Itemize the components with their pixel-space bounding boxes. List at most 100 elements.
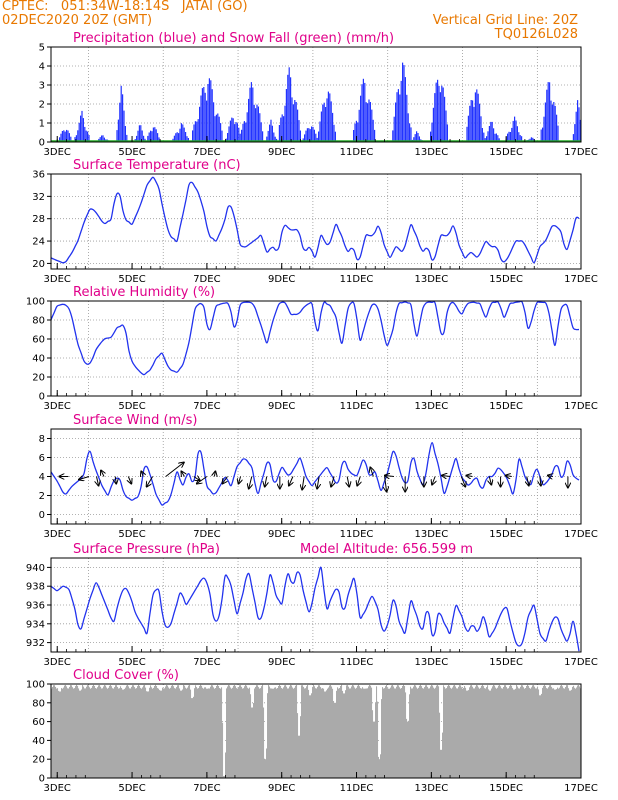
precip-bar xyxy=(231,117,233,142)
cloud-bar xyxy=(363,688,365,778)
cloud-bar xyxy=(194,688,196,778)
panel-title: Cloud Cover (%) xyxy=(73,668,179,683)
cloud-bar xyxy=(53,685,55,778)
cloud-bar xyxy=(461,687,463,778)
cloud-bar xyxy=(118,688,120,778)
y-tick-label: 0 xyxy=(39,392,45,403)
precip-bar xyxy=(332,112,334,142)
cloud-bar xyxy=(548,687,550,778)
cloud-bar xyxy=(142,687,144,778)
precip-bar xyxy=(515,120,517,142)
cloud-bar xyxy=(332,688,334,778)
precip-bar xyxy=(305,130,307,142)
cloud-bar xyxy=(374,721,376,778)
precip-bar xyxy=(395,102,397,142)
y-tick-label: 2 xyxy=(39,491,45,502)
cloud-bar xyxy=(469,687,471,778)
cloud-bar xyxy=(162,687,164,778)
x-tick-label: 15DEC xyxy=(489,274,523,285)
cloud-bar xyxy=(249,687,251,778)
cloud-bar xyxy=(239,685,241,778)
y-tick-label: 2 xyxy=(39,100,45,111)
cloud-bar xyxy=(428,688,430,778)
precip-bar xyxy=(544,102,546,142)
precip-bar xyxy=(406,94,408,142)
cloud-bar xyxy=(295,685,297,778)
cloud-bar xyxy=(259,688,261,778)
cloud-bar xyxy=(365,688,367,778)
cloud-bar xyxy=(161,690,163,778)
cloud-bar xyxy=(254,688,256,778)
wind-arrow xyxy=(222,476,228,484)
cloud-bar xyxy=(74,688,76,778)
cloud-bar xyxy=(82,685,84,778)
cloud-bar xyxy=(102,688,104,778)
cloud-bar xyxy=(545,686,547,778)
cloud-bar xyxy=(76,684,78,778)
y-tick-label: 40 xyxy=(32,354,45,365)
cloud-bar xyxy=(504,685,506,778)
cloud-bar xyxy=(199,686,201,778)
cloud-bar xyxy=(552,688,554,778)
cloud-bar xyxy=(411,688,413,778)
precip-bar xyxy=(87,131,89,142)
precip-bar xyxy=(547,82,549,142)
precip-bar xyxy=(434,93,436,142)
wind-arrow xyxy=(249,476,252,489)
cloud-bar xyxy=(265,759,267,778)
cloud-bar xyxy=(282,688,284,778)
y-tick-label: 0 xyxy=(39,138,45,149)
plot-area xyxy=(51,301,580,376)
precip-bar xyxy=(78,122,80,142)
cloud-bar xyxy=(153,687,155,778)
cloud-bar xyxy=(258,687,260,778)
cloud-bar xyxy=(481,685,483,778)
cloud-bar xyxy=(170,687,172,778)
cloud-bar xyxy=(451,688,453,778)
wind-arrow xyxy=(489,476,491,485)
cloud-bar xyxy=(223,776,225,778)
cloud-bar xyxy=(72,687,74,778)
cloud-bar xyxy=(110,685,112,778)
precip-bar xyxy=(253,104,255,142)
cloud-bar xyxy=(80,690,82,778)
cloud-bar xyxy=(310,695,312,778)
precip-bar xyxy=(150,130,152,142)
precip-bar xyxy=(218,116,220,142)
cloud-bar xyxy=(388,688,390,778)
cloud-bar xyxy=(267,693,269,778)
cloud-bar xyxy=(138,684,140,778)
cloud-bar xyxy=(554,689,556,778)
cloud-bar xyxy=(290,685,292,778)
y-tick-label: 20 xyxy=(32,373,45,384)
cloud-bar xyxy=(408,720,410,778)
cloud-bar xyxy=(524,688,526,778)
cloud-bar xyxy=(407,721,409,778)
cloud-bar xyxy=(567,685,569,778)
x-tick-label: 9DEC xyxy=(268,147,295,158)
cloud-bar xyxy=(235,686,237,778)
cloud-bar xyxy=(358,684,360,778)
cloud-bar xyxy=(126,685,128,778)
cloud-bar xyxy=(311,693,313,778)
x-tick-label: 7DEC xyxy=(193,274,220,285)
cloud-bar xyxy=(266,748,268,778)
cloud-bar xyxy=(355,688,357,778)
precip-bar xyxy=(250,82,252,142)
y-tick-label: 936 xyxy=(26,601,45,612)
y-tick-label: 5 xyxy=(39,43,45,54)
x-tick-label: 17DEC xyxy=(564,147,598,158)
cloud-bar xyxy=(559,687,561,778)
cloud-bar xyxy=(78,688,80,778)
cloud-bar xyxy=(191,698,193,778)
cloud-bar xyxy=(556,689,558,778)
precip-bar xyxy=(151,131,153,142)
precip-bar xyxy=(326,98,328,142)
cloud-bar xyxy=(457,688,459,778)
cloud-bar xyxy=(137,686,139,778)
cloud-bar xyxy=(190,689,192,778)
cloud-bar xyxy=(376,686,378,778)
precip-bar xyxy=(402,62,404,142)
precip-bar xyxy=(518,132,520,142)
precip-bar xyxy=(364,82,366,142)
